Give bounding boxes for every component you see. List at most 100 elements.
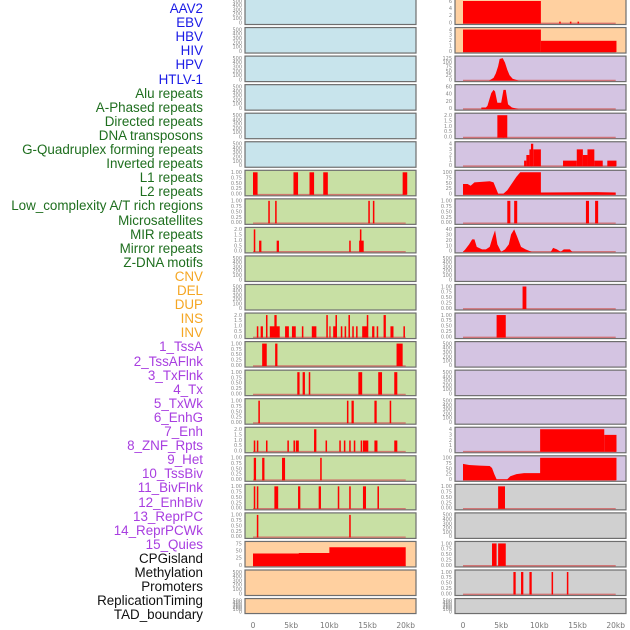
data-bar — [582, 155, 588, 167]
y-tick-label: 300 — [232, 603, 242, 609]
track-label: Microsatellites — [118, 212, 203, 228]
track-label: ReplicationTiming — [97, 593, 203, 609]
y-tick-label: 0 — [449, 420, 452, 426]
y-tick-label: 4 — [449, 27, 452, 33]
data-bar — [402, 172, 408, 195]
data-bar — [340, 326, 343, 338]
data-bar — [604, 434, 617, 452]
track-panel — [244, 341, 417, 368]
track-label: Mirror repeats — [119, 240, 203, 256]
track-panel — [244, 597, 417, 615]
y-tick-label: 100 — [232, 102, 242, 108]
y-tick-label: 400 — [232, 3, 242, 9]
y-tick-label: 1.00 — [441, 313, 452, 319]
y-tick-label: 100 — [232, 73, 242, 79]
y-tick-label: 0.00 — [441, 591, 452, 597]
y-tick-label: 1.5 — [444, 118, 452, 124]
y-tick-label: 0.25 — [231, 529, 242, 535]
y-tick-label: 300 — [442, 521, 452, 527]
y-tick-label: 400 — [442, 601, 452, 607]
data-area — [253, 547, 406, 566]
y-tick-label: 25 — [236, 556, 242, 562]
y-tick-label: 500 — [232, 27, 242, 33]
data-bar — [256, 514, 259, 538]
y-tick-label: 0.5 — [234, 443, 242, 449]
y-tick-label: 0 — [449, 363, 452, 369]
y-tick-label: 0.50 — [231, 181, 242, 187]
y-tick-label: 1.5 — [234, 318, 242, 324]
data-bar — [311, 326, 317, 338]
y-tick-label: 0.00 — [441, 220, 452, 226]
x-tick-label: 5kb — [494, 621, 508, 630]
track-label: AAV2 — [169, 1, 203, 16]
track-panel — [454, 55, 627, 83]
data-bar — [521, 572, 524, 595]
data-bar — [383, 315, 386, 338]
y-tick-label: 100 — [442, 273, 452, 279]
track-label: 8_ZNF_Rpts — [127, 438, 203, 454]
track-panel — [244, 169, 417, 197]
y-tick-label: 0.50 — [441, 295, 452, 301]
y-tick-label: 0 — [239, 106, 242, 112]
y-tick-label: 0 — [239, 20, 242, 26]
y-tick-label: 0.50 — [231, 495, 242, 501]
track-panel — [244, 198, 417, 225]
y-tick-label: 0.00 — [231, 420, 242, 426]
data-bar — [287, 440, 289, 452]
track-panel — [244, 226, 417, 254]
y-tick-label: 200 — [232, 12, 242, 18]
y-tick-label: 2.0 — [234, 313, 242, 319]
y-tick-label: 20 — [446, 238, 452, 244]
track-label: DEL — [176, 283, 203, 298]
y-tick-label: 0.0 — [444, 135, 452, 141]
y-tick-label: 0.25 — [231, 386, 242, 392]
data-bar — [258, 400, 260, 424]
data-bar — [256, 486, 259, 509]
y-tick-label: 1.00 — [441, 541, 452, 547]
track-label: TAD_boundary — [113, 607, 203, 623]
y-tick-label: 100 — [442, 416, 452, 422]
track-label: CPGisland — [138, 550, 203, 566]
y-tick-label: 500 — [442, 399, 452, 405]
y-tick-label: 0 — [449, 163, 452, 169]
track-label: 6_EnhG — [153, 409, 203, 425]
x-tick-label: 10kb — [320, 621, 339, 630]
data-bar — [513, 572, 516, 595]
y-tick-label: 100 — [232, 273, 242, 279]
data-bar — [576, 149, 583, 167]
data-area — [481, 89, 519, 110]
y-tick-label: 3 — [449, 432, 452, 438]
data-bar — [256, 326, 259, 338]
y-tick-label: 0.25 — [441, 215, 452, 221]
y-tick-label: 100 — [442, 607, 452, 613]
y-tick-label: 1.00 — [231, 399, 242, 405]
y-tick-label: 0.25 — [231, 472, 242, 478]
data-bar — [358, 372, 363, 395]
y-tick-label: 300 — [442, 379, 452, 385]
y-tick-label: 300 — [232, 264, 242, 270]
y-tick-label: 0 — [449, 477, 452, 483]
track-panel — [454, 597, 627, 615]
y-tick-label: 400 — [442, 346, 452, 352]
data-bar — [268, 200, 270, 224]
y-tick-label: 500 — [442, 341, 452, 347]
y-tick-label: 0.75 — [441, 490, 452, 496]
y-tick-label: 200 — [442, 383, 452, 389]
track-label: 15_Quies — [145, 536, 203, 552]
y-tick-label: 10 — [446, 243, 452, 249]
data-bar — [325, 440, 328, 452]
track-panel — [244, 84, 417, 111]
track-label: HIV — [180, 43, 203, 59]
y-tick-label: 0.25 — [441, 300, 452, 306]
data-bar — [265, 440, 268, 452]
data-bar — [298, 486, 301, 509]
data-bar — [333, 326, 337, 338]
data-bar — [344, 326, 347, 338]
y-tick-label: 500 — [232, 113, 242, 119]
data-bar — [360, 440, 363, 452]
track-panel — [244, 26, 417, 54]
track-label: 3_TxFlnk — [147, 367, 203, 383]
y-tick-label: 0 — [449, 192, 452, 198]
data-bar — [260, 326, 263, 338]
